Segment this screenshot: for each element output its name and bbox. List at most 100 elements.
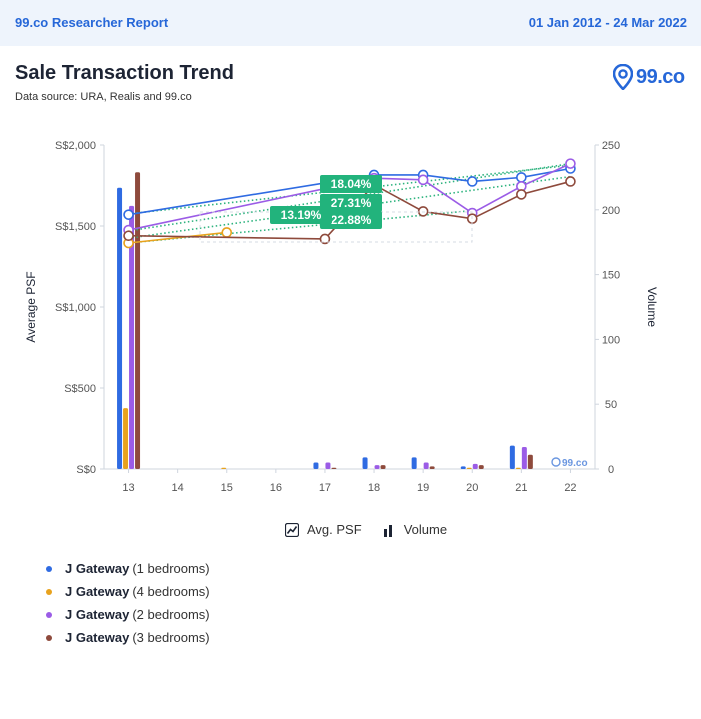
volume-bar — [221, 467, 227, 469]
report-header: 99.co Researcher Report 01 Jan 2012 - 24… — [0, 0, 701, 46]
growth-label-text: 27.31% — [331, 196, 372, 210]
volume-bar — [374, 465, 380, 469]
chart-mode-legend: Avg. PSF Volume — [285, 522, 469, 537]
y2-tick-label: 0 — [608, 464, 614, 476]
legend-suffix: (1 bedrooms) — [132, 561, 210, 576]
volume-bar — [129, 205, 135, 470]
legend-item-1-bedroom[interactable]: J Gateway (1 bedrooms) — [46, 557, 210, 580]
legend-dot — [46, 588, 52, 595]
growth-label-text: 13.19% — [281, 208, 322, 222]
legend-item-4-bedroom[interactable]: J Gateway (4 bedrooms) — [46, 580, 210, 603]
avg-psf-toggle[interactable]: Avg. PSF — [285, 522, 362, 537]
y-tick-label: S$0 — [76, 464, 96, 476]
volume-bar — [411, 457, 417, 469]
psf-point — [221, 227, 233, 238]
psf-point — [123, 209, 134, 220]
volume-bar — [429, 466, 435, 469]
brand-logo: 99.co — [613, 63, 685, 91]
growth-label: 13.19% — [270, 206, 332, 224]
psf-point — [565, 158, 576, 169]
x-tick-label: 20 — [466, 482, 478, 494]
y-tick-label: S$1,500 — [55, 221, 96, 233]
volume-bar — [117, 187, 123, 469]
growth-label-text: 22.88% — [331, 213, 372, 227]
growth-label: 22.88% — [320, 211, 382, 229]
x-tick-label: 14 — [172, 482, 184, 494]
trend-guide — [199, 211, 473, 243]
psf-point — [417, 206, 429, 217]
watermark-pin-icon — [551, 457, 561, 467]
volume-bar — [362, 457, 368, 469]
legend-suffix: (3 bedrooms) — [132, 630, 210, 645]
volume-bar — [466, 467, 472, 469]
line-chart-icon — [285, 522, 299, 537]
legend-item-3-bedroom[interactable]: J Gateway (3 bedrooms) — [46, 626, 210, 649]
volume-bar — [521, 446, 527, 469]
growth-label: 18.04% — [320, 175, 382, 193]
legend-name: J Gateway — [65, 584, 130, 599]
volume-bar — [472, 463, 478, 469]
y-tick-label: S$2,000 — [55, 140, 96, 152]
volume-bar — [135, 172, 141, 469]
psf-line — [128, 231, 227, 244]
avg-psf-label: Avg. PSF — [307, 522, 362, 537]
psf-point — [417, 174, 429, 186]
legend-dot — [46, 634, 52, 641]
page-title: Sale Transaction Trend — [15, 62, 234, 84]
y2-tick-label: 200 — [602, 205, 620, 217]
volume-bar — [325, 462, 331, 469]
growth-label-bg — [320, 175, 382, 193]
x-tick-label: 16 — [270, 482, 282, 494]
legend-name: J Gateway — [65, 630, 130, 645]
psf-point — [123, 230, 134, 242]
volume-bar — [123, 408, 129, 469]
trend-line — [128, 162, 571, 232]
volume-bar — [515, 467, 521, 469]
growth-label-bg — [320, 194, 382, 212]
psf-point — [516, 189, 527, 200]
legend-name: J Gateway — [65, 607, 130, 622]
growth-label-text: 18.04% — [331, 177, 372, 191]
x-tick-label: 21 — [515, 482, 527, 494]
logo-text: 99.co — [636, 65, 685, 88]
x-tick-label: 13 — [122, 482, 134, 494]
psf-point — [466, 176, 478, 187]
x-tick-label: 18 — [368, 482, 380, 494]
legend-name: J Gateway — [65, 561, 130, 576]
y-axis-title: Average PSF — [24, 271, 38, 342]
x-tick-label: 19 — [417, 482, 429, 494]
chart-watermark: 99.co — [551, 457, 588, 469]
legend-suffix: (2 bedrooms) — [132, 607, 210, 622]
legend-dot — [46, 565, 52, 572]
legend-item-2-bedroom[interactable]: J Gateway (2 bedrooms) — [46, 603, 210, 626]
growth-label: 27.31% — [320, 194, 382, 212]
y-tick-label: S$1,000 — [55, 302, 96, 314]
growth-label-bg — [320, 211, 382, 229]
x-tick-label: 22 — [564, 482, 576, 494]
volume-bar — [527, 454, 533, 469]
date-range: 01 Jan 2012 - 24 Mar 2022 — [528, 15, 687, 30]
volume-bar — [423, 462, 429, 469]
legend-dot — [46, 611, 52, 618]
y-tick-label: S$500 — [64, 383, 96, 395]
map-pin-icon — [613, 64, 633, 90]
volume-bar — [313, 462, 319, 469]
volume-toggle[interactable]: Volume — [383, 522, 447, 537]
y2-tick-label: 150 — [602, 270, 620, 282]
legend-suffix: (4 bedrooms) — [132, 584, 210, 599]
series-legend: J Gateway (1 bedrooms) J Gateway (4 bedr… — [46, 557, 210, 649]
bar-chart-icon — [383, 524, 392, 537]
psf-point — [319, 233, 331, 245]
x-tick-label: 17 — [319, 482, 331, 494]
report-brand: 99.co Researcher Report — [15, 15, 169, 30]
y2-tick-label: 50 — [605, 399, 617, 411]
trend-line — [128, 209, 473, 244]
data-source: Data source: URA, Realis and 99.co — [15, 91, 192, 103]
volume-bar — [509, 445, 515, 469]
volume-bar — [380, 465, 386, 469]
growth-label-bg — [270, 206, 332, 224]
x-tick-label: 15 — [221, 482, 233, 494]
volume-bar — [331, 467, 337, 469]
y2-tick-label: 100 — [602, 334, 620, 346]
